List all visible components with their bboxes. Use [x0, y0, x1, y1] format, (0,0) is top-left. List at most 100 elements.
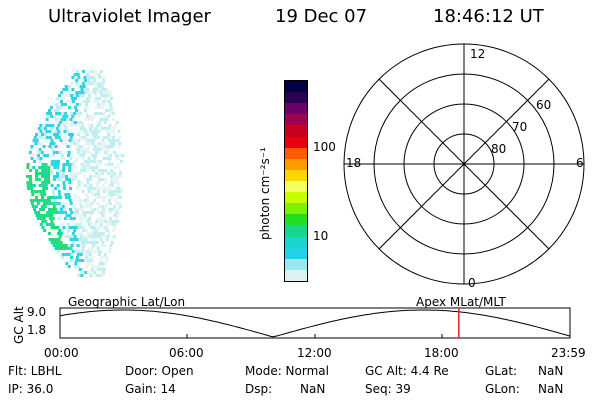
aurora-pixel [51, 145, 55, 148]
aurora-pixel [52, 244, 56, 247]
aurora-pixel [115, 154, 119, 157]
lat-label-80: 80 [491, 142, 507, 156]
aurora-pixel [72, 238, 76, 241]
aurora-pixel [39, 157, 43, 160]
aurora-pixel [61, 121, 65, 124]
aurora-pixel [116, 166, 120, 169]
aurora-pixel [76, 121, 80, 124]
aurora-pixel [101, 241, 105, 244]
aurora-pixel [96, 187, 100, 190]
aurora-pixel [110, 220, 114, 223]
aurora-pixel [50, 148, 54, 151]
door-status: Door: Open [125, 364, 194, 378]
aurora-pixel [26, 184, 30, 187]
aurora-pixel [109, 193, 113, 196]
aurora-pixel [65, 139, 69, 142]
aurora-pixel [85, 235, 89, 238]
aurora-pixel [77, 115, 81, 118]
aurora-pixel [59, 241, 63, 244]
aurora-pixel [92, 88, 96, 91]
aurora-pixel [71, 175, 74, 178]
aurora-pixel [69, 217, 73, 220]
aurora-pixel [56, 226, 60, 229]
aurora-pixel [64, 211, 68, 214]
aurora-pixel [48, 217, 52, 220]
aurora-pixel [77, 226, 81, 229]
aurora-pixel [41, 175, 44, 178]
aurora-pixel [97, 112, 101, 115]
aurora-pixel [68, 196, 71, 199]
aurora-pixel [57, 109, 60, 112]
aurora-pixel [98, 262, 102, 265]
aurora-pixel [101, 169, 105, 172]
aurora-pixel [49, 142, 53, 145]
aurora-pixel [49, 211, 53, 214]
aurora-pixel [58, 253, 62, 256]
aurora-pixel [75, 259, 79, 262]
aurora-pixel [96, 130, 100, 133]
aurora-pixel [82, 127, 86, 130]
aurora-pixel [76, 256, 79, 259]
aurora-pixel [90, 91, 94, 94]
aurora-pixel [89, 232, 93, 235]
aurora-pixel [75, 223, 79, 226]
aurora-pixel [90, 160, 93, 163]
aurora-pixel [90, 136, 94, 139]
colorbar-segment [285, 92, 307, 104]
aurora-pixel [100, 235, 104, 238]
aurora-pixel [87, 223, 91, 226]
aurora-pixel [92, 166, 96, 169]
aurora-pixel [38, 178, 42, 181]
aurora-pixel [84, 109, 87, 112]
aurora-pixel [73, 73, 77, 76]
aurora-pixel [104, 220, 108, 223]
aurora-pixel [67, 85, 71, 88]
aurora-pixel [42, 145, 46, 148]
aurora-pixel [58, 94, 62, 97]
aurora-pixel [37, 151, 41, 154]
aurora-pixel [44, 178, 48, 181]
aurora-pixel [113, 175, 116, 178]
aurora-pixel [98, 220, 102, 223]
aurora-pixel [81, 271, 85, 274]
aurora-pixel [77, 172, 80, 175]
aurora-pixel [97, 235, 101, 238]
aurora-pixel [107, 232, 111, 235]
aurora-pixel [71, 220, 75, 223]
aurora-pixel [63, 103, 67, 106]
aurora-pixel [104, 196, 107, 199]
aurora-pixel [75, 160, 78, 163]
aurora-pixel [97, 142, 101, 145]
aurora-pixel [63, 217, 67, 220]
aurora-pixel [119, 196, 122, 199]
aurora-pixel [100, 70, 103, 73]
aurora-pixel [82, 106, 86, 109]
aurora-pixel [67, 229, 71, 232]
aurora-pixel [107, 163, 111, 166]
aurora-pixel [26, 175, 29, 178]
aurora-pixel [78, 217, 82, 220]
aurora-pixel [42, 130, 46, 133]
aurora-pixel [97, 265, 101, 268]
aurora-pixel [109, 94, 113, 97]
aurora-pixel [67, 154, 71, 157]
aurora-pixel [38, 214, 42, 217]
aurora-pixel [52, 193, 56, 196]
colorbar-segment [285, 258, 307, 270]
aurora-pixel [77, 148, 81, 151]
aurora-pixel [114, 202, 118, 205]
aurora-pixel [99, 223, 103, 226]
aurora-pixel [38, 172, 41, 175]
aurora-pixel [97, 211, 101, 214]
aurora-pixel [57, 103, 61, 106]
aurora-pixel [95, 172, 98, 175]
aurora-pixel [82, 70, 85, 73]
aurora-pixel [101, 274, 105, 277]
aurora-pixel [97, 193, 101, 196]
aurora-pixel [110, 178, 114, 181]
aurora-pixel [62, 166, 66, 169]
aurora-pixel [78, 136, 82, 139]
aurora-pixel [35, 169, 39, 172]
aurora-pixel [91, 256, 94, 259]
